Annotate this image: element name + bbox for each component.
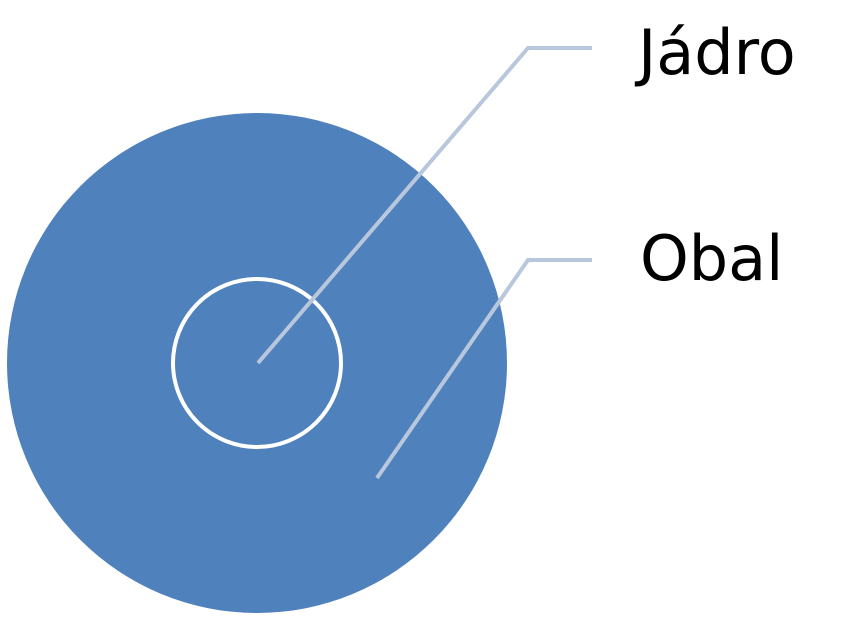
shell-leader-line	[375, 258, 592, 480]
core-circle	[171, 277, 343, 449]
shell-label: Obal	[640, 222, 784, 295]
core-label: Jádro	[638, 16, 796, 89]
core-leader-line	[256, 46, 592, 365]
shell-circle	[7, 113, 507, 613]
